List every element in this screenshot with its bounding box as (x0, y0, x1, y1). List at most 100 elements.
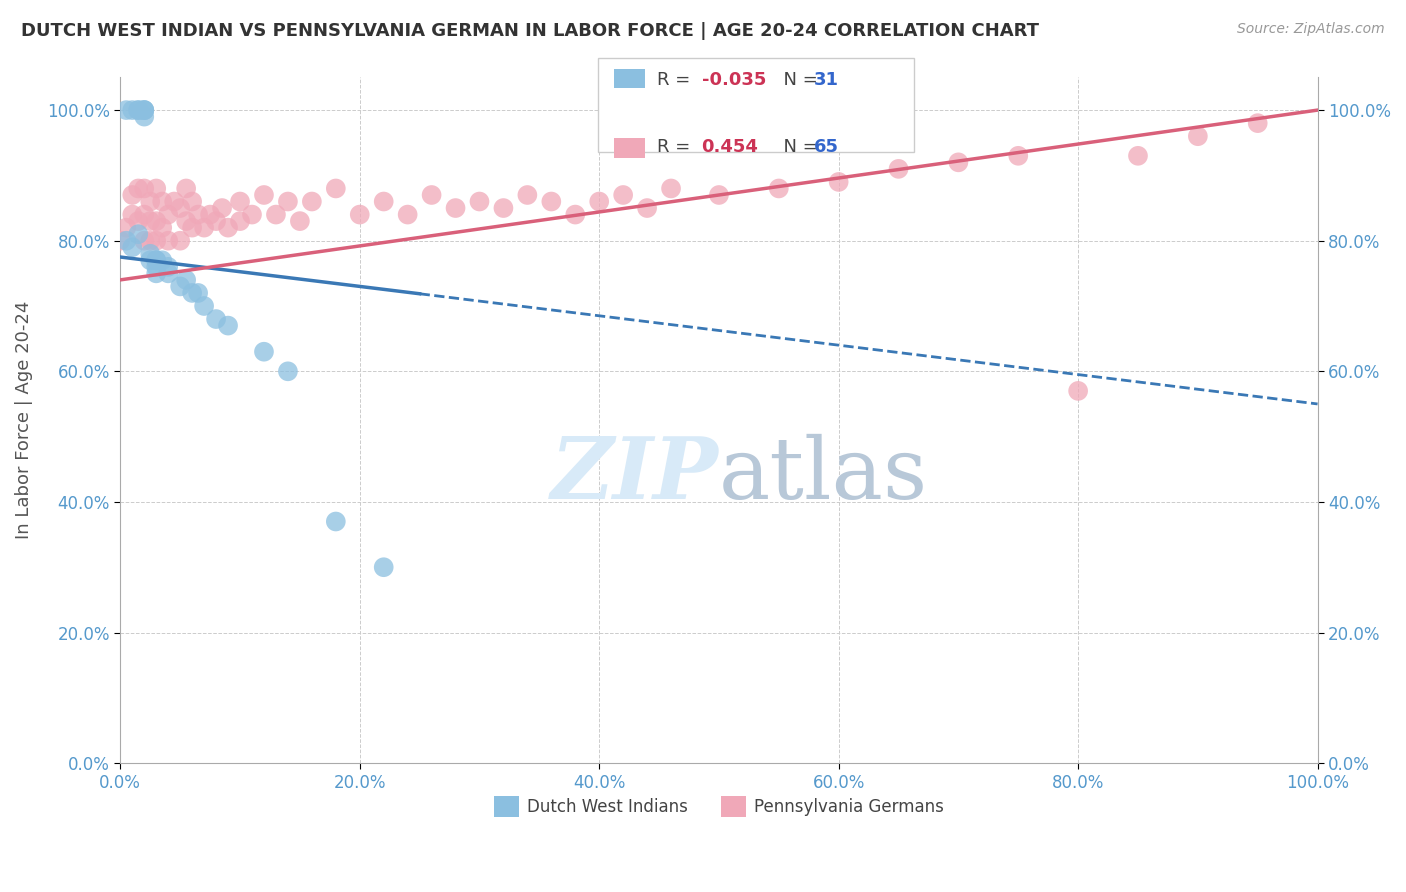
Point (277, 194, 299, 209)
Point (887, 161, 910, 176)
Point (492, 201, 515, 215)
Point (150, 194, 173, 209)
Point (301, 194, 323, 209)
Point (588, 194, 610, 209)
Point (636, 201, 658, 215)
Point (145, 266, 167, 280)
Point (115, 220, 138, 235)
Text: -0.035: -0.035 (702, 71, 766, 89)
Point (948, 155, 970, 169)
Point (187, 285, 209, 300)
Point (444, 201, 467, 215)
Point (169, 201, 191, 215)
Point (253, 344, 276, 359)
Point (157, 234, 180, 248)
Point (145, 181, 167, 195)
Point (174, 181, 197, 195)
Point (157, 208, 180, 222)
Point (205, 214, 228, 228)
Point (145, 260, 167, 274)
Point (468, 194, 491, 209)
Point (240, 208, 263, 222)
Point (121, 240, 143, 254)
Point (193, 299, 215, 313)
Point (139, 253, 162, 268)
Point (1126, 149, 1149, 163)
Point (134, 234, 156, 248)
Point (1247, 116, 1270, 130)
Point (127, 103, 149, 117)
Point (277, 364, 299, 378)
Point (134, 181, 156, 195)
Point (217, 318, 239, 333)
Point (181, 220, 204, 235)
Point (564, 208, 586, 222)
Point (150, 253, 173, 268)
Point (187, 208, 209, 222)
Point (145, 234, 167, 248)
Point (229, 194, 252, 209)
Point (264, 208, 287, 222)
Point (288, 214, 311, 228)
Point (139, 214, 162, 228)
Point (1067, 384, 1090, 398)
Point (134, 103, 156, 117)
Point (134, 103, 156, 117)
Point (134, 103, 156, 117)
Point (396, 208, 419, 222)
Point (121, 188, 143, 202)
Legend: Dutch West Indians, Pennsylvania Germans: Dutch West Indians, Pennsylvania Germans (486, 789, 950, 823)
Text: 65: 65 (814, 138, 839, 156)
Point (198, 208, 221, 222)
Point (827, 175, 849, 189)
Point (373, 560, 395, 574)
Point (193, 220, 215, 235)
Text: N =: N = (772, 138, 824, 156)
Point (516, 188, 538, 202)
Point (157, 260, 180, 274)
Point (139, 194, 162, 209)
Point (174, 214, 197, 228)
Point (115, 103, 138, 117)
Point (163, 194, 186, 209)
Point (145, 253, 167, 268)
Point (540, 194, 562, 209)
Point (145, 214, 167, 228)
Point (169, 234, 191, 248)
Point (150, 220, 173, 235)
Point (157, 266, 180, 280)
Text: atlas: atlas (718, 434, 928, 516)
Point (659, 181, 682, 195)
Point (127, 214, 149, 228)
Point (420, 188, 443, 202)
Text: ZIP: ZIP (551, 434, 718, 516)
Point (707, 188, 730, 202)
Point (134, 208, 156, 222)
Point (145, 253, 167, 268)
Point (127, 227, 149, 242)
Point (373, 194, 395, 209)
Point (121, 208, 143, 222)
Point (121, 103, 143, 117)
Y-axis label: In Labor Force | Age 20-24: In Labor Force | Age 20-24 (15, 301, 32, 540)
Point (169, 279, 191, 293)
Point (115, 234, 138, 248)
Point (768, 181, 790, 195)
Point (205, 312, 228, 326)
Point (217, 220, 239, 235)
Point (134, 110, 156, 124)
Point (211, 201, 233, 215)
Point (181, 285, 204, 300)
Point (174, 273, 197, 287)
Text: 0.454: 0.454 (702, 138, 758, 156)
Text: DUTCH WEST INDIAN VS PENNSYLVANIA GERMAN IN LABOR FORCE | AGE 20-24 CORRELATION : DUTCH WEST INDIAN VS PENNSYLVANIA GERMAN… (21, 22, 1039, 40)
Point (325, 181, 347, 195)
Point (349, 208, 371, 222)
Point (612, 188, 634, 202)
Text: N =: N = (772, 71, 824, 89)
Point (325, 515, 347, 529)
Point (139, 234, 162, 248)
Point (1007, 149, 1029, 163)
Point (1187, 129, 1209, 144)
Text: Source: ZipAtlas.com: Source: ZipAtlas.com (1237, 22, 1385, 37)
